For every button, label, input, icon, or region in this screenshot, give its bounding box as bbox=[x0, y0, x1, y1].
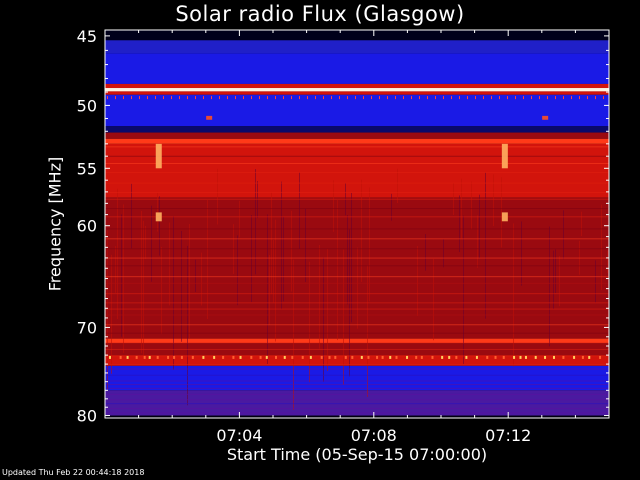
frequency-band-15 bbox=[105, 365, 609, 391]
y-tick-label-45: 45 bbox=[77, 27, 97, 46]
plot-frame bbox=[104, 29, 610, 419]
frequency-band-10 bbox=[105, 143, 609, 198]
spectrogram-heatmap bbox=[105, 30, 609, 418]
y-tick-label-60: 60 bbox=[77, 217, 97, 236]
burst-mark-1 bbox=[155, 212, 162, 222]
frequency-band-2 bbox=[105, 53, 609, 84]
noise-texture bbox=[105, 96, 609, 414]
x-tick-label-07:12: 07:12 bbox=[485, 426, 531, 445]
burst-mark-5 bbox=[542, 115, 549, 120]
frequency-band-12 bbox=[105, 338, 609, 344]
burst-mark-0 bbox=[155, 143, 162, 169]
y-tick-label-50: 50 bbox=[77, 96, 97, 115]
frequency-band-3 bbox=[105, 83, 609, 89]
frequency-band-0 bbox=[105, 30, 609, 41]
y-tick-label-80: 80 bbox=[77, 407, 97, 426]
frequency-band-7 bbox=[105, 126, 609, 133]
x-axis-label: Start Time (05-Sep-15 07:00:00) bbox=[226, 445, 488, 464]
frequency-band-6 bbox=[105, 94, 609, 127]
frequency-band-1 bbox=[105, 40, 609, 54]
y-axis: 45 50 55 60 70 80 bbox=[77, 27, 609, 426]
frequency-band-8 bbox=[105, 132, 609, 139]
burst-mark-2 bbox=[501, 143, 508, 169]
frequency-band-14 bbox=[105, 355, 609, 366]
y-axis-label: Frequency [MHz] bbox=[45, 156, 65, 292]
updated-timestamp: Updated Thu Feb 22 00:44:18 2018 bbox=[2, 468, 145, 477]
x-tick-label-07:04: 07:04 bbox=[216, 426, 262, 445]
frequency-band-5 bbox=[105, 91, 609, 95]
chart-title: Solar radio Flux (Glasgow) bbox=[175, 2, 465, 26]
x-axis: 07:04 07:08 07:12 bbox=[138, 30, 576, 445]
burst-mark-4 bbox=[206, 115, 213, 120]
burst-mark-3 bbox=[501, 212, 508, 222]
frequency-band-4 bbox=[105, 88, 609, 92]
x-tick-label-07:08: 07:08 bbox=[351, 426, 397, 445]
y-tick-label-70: 70 bbox=[77, 318, 97, 337]
frequency-band-9 bbox=[105, 138, 609, 144]
y-tick-label-55: 55 bbox=[77, 159, 97, 178]
